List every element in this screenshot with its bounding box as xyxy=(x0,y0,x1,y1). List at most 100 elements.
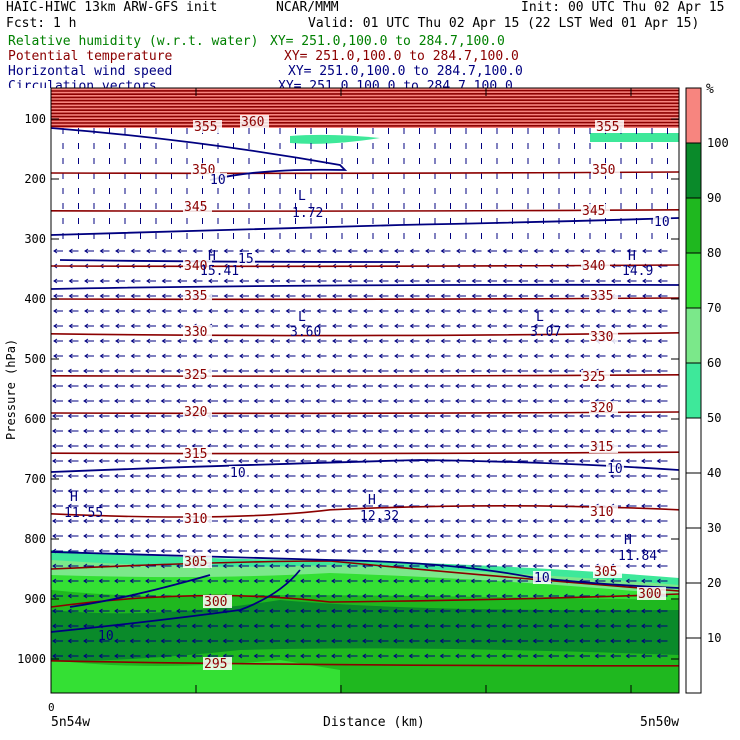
wind-vector xyxy=(362,608,373,614)
wind-vector xyxy=(456,293,466,299)
wind-vector xyxy=(486,413,497,419)
wind-vector xyxy=(610,488,621,494)
wind-vector xyxy=(191,638,203,644)
wind-vector xyxy=(84,323,94,329)
rh-shade-region xyxy=(290,134,380,144)
wind-vector xyxy=(563,563,575,569)
wind-vector xyxy=(114,443,125,449)
wind-vector xyxy=(331,383,342,389)
wind-vector xyxy=(455,428,466,434)
wind-vector xyxy=(145,458,156,464)
wind-vector xyxy=(579,398,590,404)
wind-vector xyxy=(564,338,575,344)
wind-vector xyxy=(52,563,63,569)
wind-vector xyxy=(579,548,590,554)
wind-vector xyxy=(331,608,342,614)
wind-vector xyxy=(84,278,94,284)
theta-contour-label: 350 xyxy=(592,163,615,178)
wind-vector xyxy=(129,488,141,494)
wind-vector xyxy=(641,383,652,389)
wind-vector xyxy=(253,638,265,644)
wind-vector xyxy=(579,638,590,644)
wind-vector xyxy=(580,293,590,299)
theta-contour-label: 345 xyxy=(582,204,605,219)
wind-vector xyxy=(594,653,606,659)
wind-vector xyxy=(377,653,389,659)
wind-vector xyxy=(238,488,249,494)
wind-vector xyxy=(177,308,187,314)
wind-vector xyxy=(486,488,497,494)
wind-vector xyxy=(192,353,203,359)
wind-vector xyxy=(160,488,172,494)
wind-vector xyxy=(455,518,466,524)
wind-vector xyxy=(455,593,466,599)
wind-vector xyxy=(285,353,296,359)
wind-vector xyxy=(207,548,218,554)
wind-vector xyxy=(84,338,94,344)
wind-vector xyxy=(114,578,125,584)
wind-vector xyxy=(470,383,482,389)
wind-vector xyxy=(129,503,141,509)
wind-vector xyxy=(284,548,296,554)
wind-vector xyxy=(315,653,327,659)
wind-vector xyxy=(67,503,79,509)
wind-vector xyxy=(362,548,373,554)
wind-vector xyxy=(363,278,373,284)
wind-vector xyxy=(439,518,451,524)
wind-vector xyxy=(439,608,451,614)
wind-vector xyxy=(580,323,590,329)
wind-vector xyxy=(222,563,234,569)
wind-vector xyxy=(346,503,358,509)
field-vector-name: Circulation vectors xyxy=(8,80,157,88)
wind-vector xyxy=(548,443,559,449)
wind-vector xyxy=(176,443,187,449)
wind-vector xyxy=(455,488,466,494)
wind-vector xyxy=(610,428,621,434)
wind-vector xyxy=(238,533,249,539)
wind-vector xyxy=(610,623,621,629)
wind-vector xyxy=(98,503,110,509)
wind-vector xyxy=(641,443,652,449)
wind-vector xyxy=(626,308,637,314)
wind-vector xyxy=(517,533,528,539)
wind-vector xyxy=(67,653,79,659)
wind-vector xyxy=(222,443,234,449)
wind-vector xyxy=(346,533,358,539)
y-tick-label: 1000 xyxy=(17,652,46,666)
valid-time: Valid: 01 UTC Thu 02 Apr 15 (22 LST Wed … xyxy=(308,16,700,31)
wind-vector xyxy=(83,623,94,629)
wind-vector xyxy=(99,338,110,344)
wind-vector xyxy=(548,413,559,419)
wind-vector xyxy=(532,563,544,569)
wind-vector xyxy=(191,383,203,389)
wind-vector xyxy=(548,548,559,554)
wind-vector xyxy=(67,368,79,374)
wind-vector xyxy=(486,563,497,569)
wind-vector xyxy=(625,458,637,464)
wind-vector xyxy=(425,293,435,299)
wind-vector xyxy=(331,443,342,449)
wind-speed-contour-line xyxy=(51,283,679,290)
wind-vector xyxy=(594,413,606,419)
wind-vector xyxy=(239,338,249,344)
wind-vector xyxy=(67,428,79,434)
wind-vector xyxy=(501,488,513,494)
wind-vector xyxy=(641,653,652,659)
wind-vector xyxy=(362,623,373,629)
wind-vector xyxy=(160,398,172,404)
colorbar-level-label: 100 xyxy=(707,136,729,150)
y-tick-label: 600 xyxy=(24,412,46,426)
wind-vector xyxy=(129,368,141,374)
wind-vector xyxy=(160,638,172,644)
wind-vector xyxy=(641,368,652,374)
wind-vector xyxy=(594,608,606,614)
wind-vector xyxy=(239,278,249,284)
x-axis xyxy=(50,88,632,693)
wind-vector xyxy=(160,518,172,524)
wind-vector xyxy=(160,368,172,374)
wind-vector xyxy=(424,638,435,644)
wind-vector xyxy=(192,248,203,254)
wind-vector xyxy=(486,428,497,434)
wind-vector xyxy=(625,383,637,389)
wind-vector xyxy=(300,368,311,374)
